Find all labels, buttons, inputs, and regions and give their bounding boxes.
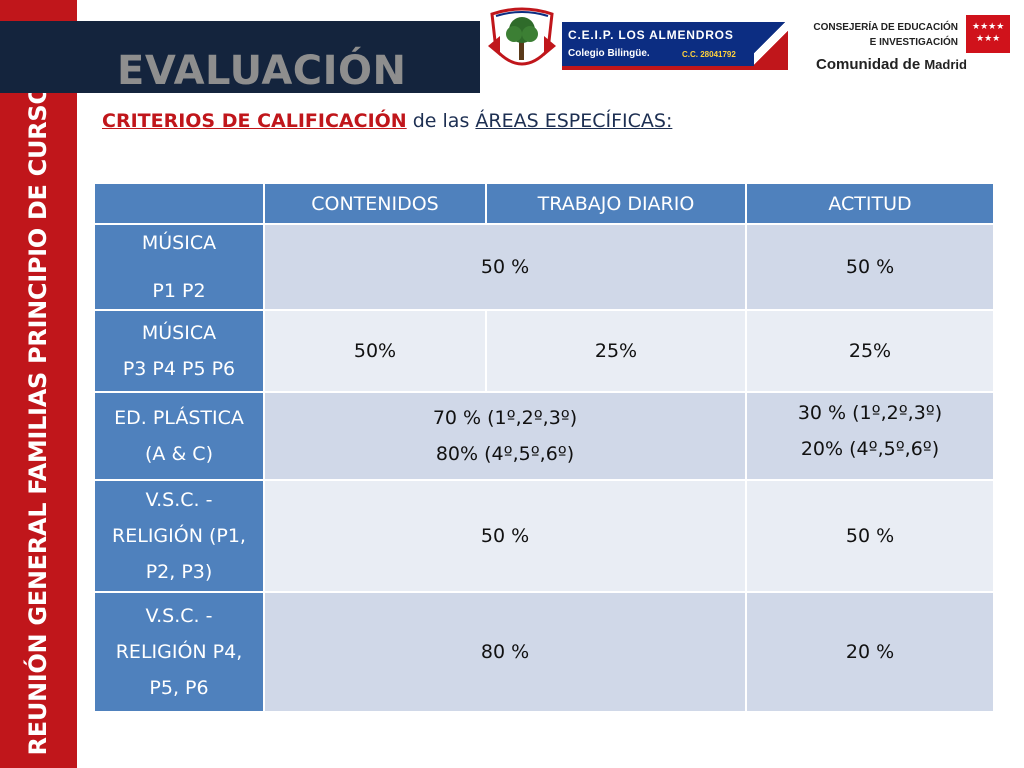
section-subtitle: CRITERIOS DE CALIFICACIÓN de las ÁREAS E… [102, 110, 672, 132]
actitud-line: 20% (4º,5º,6º) [800, 438, 940, 460]
page-title: EVALUACIÓN [117, 48, 407, 94]
contenidos-cell: 50% [263, 309, 487, 393]
school-subtitle: Colegio Bilingüe. [568, 48, 650, 59]
school-code: C.C. 28041792 [682, 50, 736, 59]
area-line: P2, P3) [145, 561, 213, 583]
row-area: ED. PLÁSTICA (A & C) [93, 391, 265, 481]
header-cell-empty [93, 182, 265, 225]
table-row: ED. PLÁSTICA (A & C) 70 % (1º,2º,3º) 80%… [93, 391, 995, 481]
area-line: MÚSICA [141, 322, 217, 344]
consejeria-label: CONSEJERÍA DE EDUCACIÓN E INVESTIGACIÓN [780, 20, 958, 50]
actitud-cell: 30 % (1º,2º,3º) 20% (4º,5º,6º) [745, 391, 995, 481]
header-cell-trabajo: TRABAJO DIARIO [485, 182, 747, 225]
area-line: P1 P2 [152, 280, 206, 302]
area-line: P5, P6 [149, 677, 209, 699]
region-label: Madrid [924, 57, 967, 72]
consejeria-line2: E INVESTIGACIÓN [869, 37, 958, 48]
combined-cell: 70 % (1º,2º,3º) 80% (4º,5º,6º) [263, 391, 747, 481]
grading-table: CONTENIDOS TRABAJO DIARIO ACTITUD MÚSICA… [93, 182, 995, 713]
areas-label: ÁREAS ESPECÍFICAS: [475, 110, 673, 132]
table-header-row: CONTENIDOS TRABAJO DIARIO ACTITUD [93, 182, 995, 225]
row-area: V.S.C. - RELIGIÓN (P1, P2, P3) [93, 479, 265, 593]
school-stripe [754, 22, 788, 66]
area-line: MÚSICA [141, 232, 217, 254]
side-banner: REUNIÓN GENERAL FAMILIAS PRINCIPIO DE CU… [0, 0, 77, 768]
actitud-cell: 50 % [745, 223, 995, 311]
combined-cell: 80 % [263, 591, 747, 713]
subtitle-connector: de las [412, 110, 470, 132]
area-line: V.S.C. - [145, 605, 213, 627]
row-area: V.S.C. - RELIGIÓN P4, P5, P6 [93, 591, 265, 713]
madrid-flag-icon: ★★★★ ★★★ [966, 15, 1010, 53]
actitud-cell: 20 % [745, 591, 995, 713]
actitud-cell: 25% [745, 309, 995, 393]
area-line: ED. PLÁSTICA [114, 407, 244, 429]
row-area: MÚSICA P3 P4 P5 P6 [93, 309, 265, 393]
table-row: V.S.C. - RELIGIÓN P4, P5, P6 80 % 20 % [93, 591, 995, 713]
table-row: V.S.C. - RELIGIÓN (P1, P2, P3) 50 % 50 % [93, 479, 995, 593]
combined-line: 80% (4º,5º,6º) [435, 443, 575, 465]
combined-cell: 50 % [263, 223, 747, 311]
school-logo: C.E.I.P. LOS ALMENDROS Colegio Bilingüe.… [562, 22, 788, 70]
community-label: Comunidad de [816, 56, 921, 73]
area-line: RELIGIÓN P4, [115, 641, 243, 663]
row-area: MÚSICA P1 P2 [93, 223, 265, 311]
area-line: V.S.C. - [145, 489, 213, 511]
side-banner-text: REUNIÓN GENERAL FAMILIAS PRINCIPIO DE CU… [24, 84, 52, 756]
combined-line: 70 % (1º,2º,3º) [432, 407, 578, 429]
area-line: (A & C) [145, 443, 213, 465]
actitud-cell: 50 % [745, 479, 995, 593]
school-crest-logo [488, 7, 556, 66]
criteria-label: CRITERIOS DE CALIFICACIÓN [102, 110, 407, 132]
table-row: MÚSICA P3 P4 P5 P6 50% 25% 25% [93, 309, 995, 393]
title-bar: EVALUACIÓN [0, 21, 480, 94]
combined-cell: 50 % [263, 479, 747, 593]
trabajo-cell: 25% [485, 309, 747, 393]
table-row: MÚSICA P1 P2 50 % 50 % [93, 223, 995, 311]
actitud-line: 30 % (1º,2º,3º) [797, 402, 943, 424]
header-cell-contenidos: CONTENIDOS [263, 182, 487, 225]
area-line: P3 P4 P5 P6 [122, 358, 236, 380]
school-name: C.E.I.P. LOS ALMENDROS [568, 28, 734, 42]
region-name: Comunidad de Madrid [816, 56, 967, 73]
header-cell-actitud: ACTITUD [745, 182, 995, 225]
area-line: RELIGIÓN (P1, [112, 525, 246, 547]
consejeria-line1: CONSEJERÍA DE EDUCACIÓN [813, 22, 958, 33]
